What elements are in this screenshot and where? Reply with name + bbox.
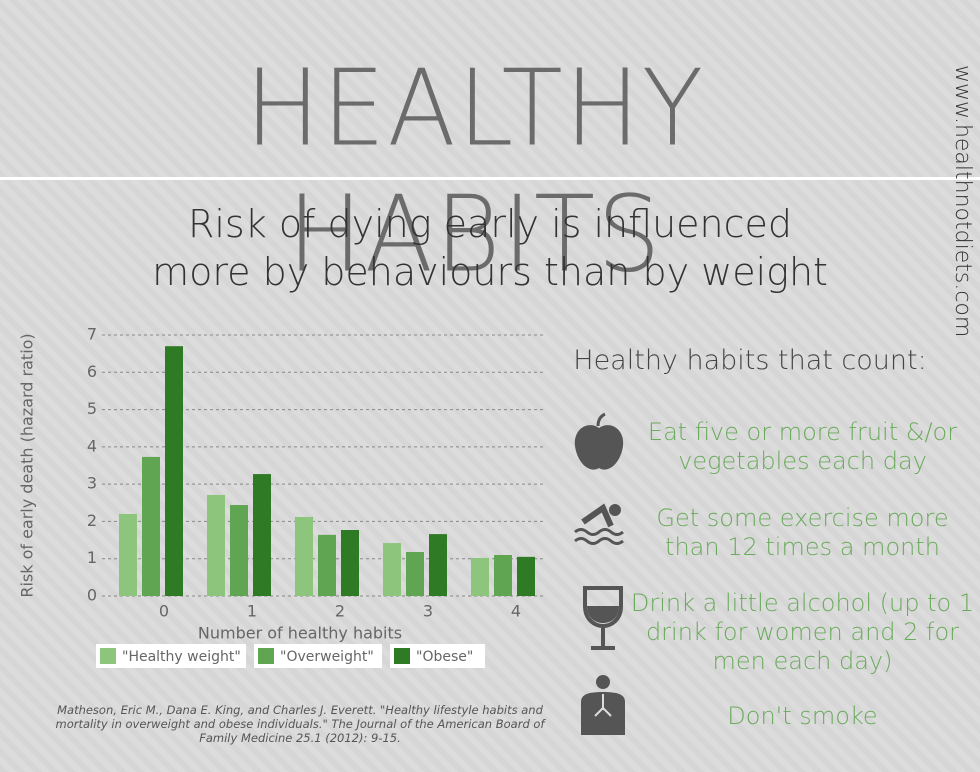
- y-tick-label: 2: [87, 511, 97, 530]
- y-tick-label: 3: [87, 474, 97, 493]
- bar: [429, 534, 447, 596]
- title: HEALTHY HABITS: [244, 47, 706, 296]
- legend-swatch: [394, 648, 410, 664]
- bar: [494, 554, 512, 596]
- bar: [253, 474, 271, 596]
- apple-icon: [574, 412, 624, 470]
- legend-label: "Overweight": [280, 649, 374, 665]
- x-axis-title: Number of healthy habits: [198, 624, 402, 643]
- bar: [318, 534, 336, 596]
- wine-icon: [583, 586, 623, 650]
- website: www.healthnotdiets.com: [950, 65, 975, 338]
- bar: [517, 556, 535, 596]
- bar: [207, 494, 225, 596]
- habit: Don't smoke: [727, 702, 878, 730]
- bar: [119, 513, 137, 596]
- x-tick-label: 3: [423, 602, 433, 621]
- subtitle-line: more by behaviours than by weight: [152, 250, 828, 294]
- x-tick-label: 1: [247, 602, 257, 621]
- y-tick-label: 0: [87, 586, 97, 605]
- legend-background: [254, 644, 382, 668]
- habits-heading: Healthy habits that count:: [573, 345, 927, 376]
- legend-swatch: [100, 648, 116, 664]
- y-tick-label: 7: [87, 325, 97, 344]
- x-tick-label: 2: [335, 602, 345, 621]
- y-tick-label: 1: [87, 548, 97, 567]
- y-tick-label: 5: [87, 399, 97, 418]
- bar: [230, 505, 248, 596]
- habit: Drink a little alcohol (up to 1 drink fo…: [630, 589, 975, 675]
- bar: [406, 552, 424, 596]
- bar: [471, 557, 489, 596]
- bar: [295, 516, 313, 596]
- y-tick-label: 4: [87, 436, 97, 455]
- legend-label: "Healthy weight": [122, 649, 241, 665]
- divider: [0, 177, 980, 180]
- x-tick-label: 0: [159, 602, 169, 621]
- x-tick-label: 4: [511, 602, 521, 621]
- y-tick-label: 6: [87, 362, 97, 381]
- bar: [383, 543, 401, 596]
- habit: Get some exercise more than 12 times a m…: [656, 504, 949, 561]
- icons: [574, 412, 625, 735]
- bar: [142, 456, 160, 596]
- chart: 0 1 2 3 4 5 6 7 Risk of early death (hazard rati…: [18, 325, 545, 668]
- legend-label: "Obese": [416, 649, 473, 665]
- subtitle-line: Risk of dying early is influenced: [187, 202, 793, 246]
- bar: [341, 530, 359, 596]
- bar: [165, 346, 183, 596]
- habit: Eat five or more fruit &/or vegetables e…: [647, 418, 958, 475]
- swim-icon: [574, 503, 624, 545]
- lungs-icon: [581, 675, 625, 735]
- citation: Matheson, Eric M., Dana E. King, and Cha…: [55, 703, 545, 745]
- legend-background: [96, 644, 246, 668]
- legend-swatch: [258, 648, 274, 664]
- y-axis-title: Risk of early death (hazard ratio): [18, 333, 37, 597]
